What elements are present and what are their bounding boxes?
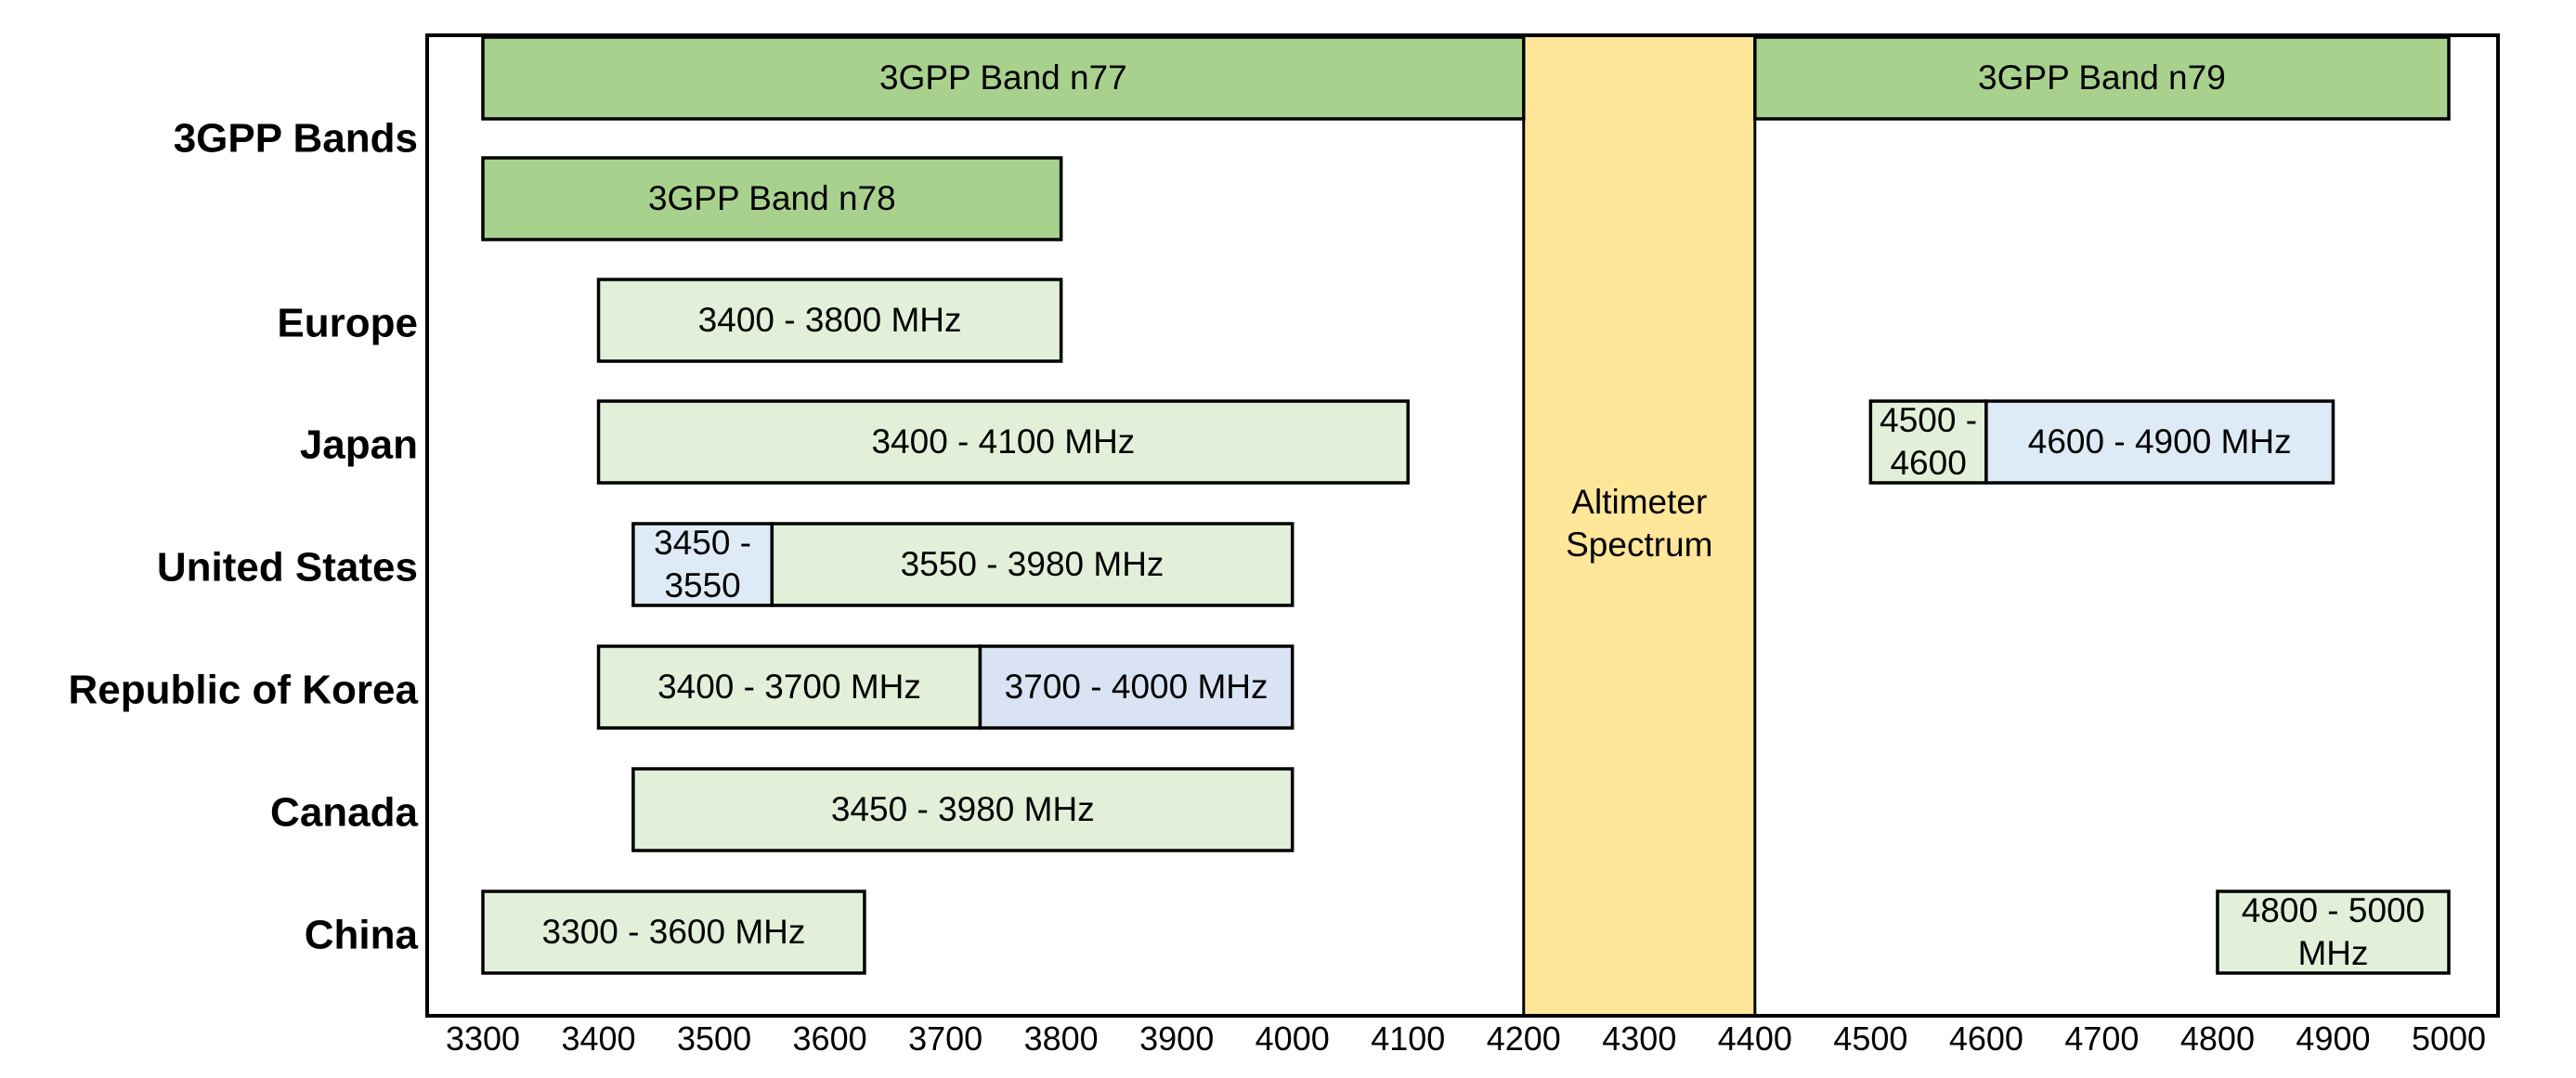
- x-tick-label-3300: 3300: [446, 1020, 520, 1058]
- row-label-japan: Japan: [300, 422, 418, 468]
- bar-label-us-3550-3980: 3550 - 3980 MHz: [901, 545, 1164, 583]
- bar-china-4800-5000: [2216, 890, 2451, 975]
- row-label-united-states: United States: [157, 545, 418, 591]
- bar-n78: [481, 156, 1063, 241]
- x-tick-label-4600: 4600: [1949, 1020, 2023, 1058]
- altimeter-highlight: Altimeter Spectrum: [1522, 33, 1757, 1018]
- bar-label-china-3300-3600: 3300 - 3600 MHz: [542, 913, 806, 951]
- label-line: 3300 - 3600 MHz: [542, 913, 806, 951]
- bar-label-japan-4600-4900: 4600 - 4900 MHz: [2028, 422, 2292, 461]
- label-line: 3400 - 4100 MHz: [871, 422, 1135, 461]
- bar-label-japan-4500-4600: 4500 - 4600: [1880, 401, 1977, 482]
- bar-europe-3400-3800: [596, 278, 1063, 363]
- bar-label-japan-3400-4100: 3400 - 4100 MHz: [871, 422, 1135, 461]
- bar-us-3450-3550: [631, 522, 774, 607]
- x-tick-label-3900: 3900: [1139, 1020, 1214, 1058]
- plot-frame: [425, 33, 2500, 1018]
- row-label-china: China: [305, 913, 419, 958]
- label-line: Altimeter: [1571, 483, 1707, 521]
- bar-label-korea-3700-4000: 3700 - 4000 MHz: [1005, 668, 1268, 706]
- bar-label-china-4800-5000: 4800 - 5000 MHz: [2242, 891, 2426, 972]
- bar-japan-4600-4900: [1984, 399, 2335, 485]
- bar-canada-3450-3980: [631, 767, 1295, 852]
- label-line: MHz: [2297, 934, 2368, 972]
- label-line: 3GPP Band n77: [879, 58, 1127, 97]
- label-line: 4600: [1890, 444, 1966, 482]
- label-line: 3400 - 3700 MHz: [657, 668, 921, 706]
- label-line: 3700 - 4000 MHz: [1005, 668, 1268, 706]
- bar-japan-4500-4600: [1868, 399, 1988, 485]
- label-line: 3550: [664, 566, 740, 604]
- x-tick-label-3500: 3500: [677, 1020, 751, 1058]
- x-axis-ticks: 3300 3400 3500 3600 3700 3800 3900 4000 4100 4200…: [446, 1020, 2486, 1058]
- bar-korea-3700-4000: [978, 644, 1295, 730]
- label-line: 4500 -: [1880, 401, 1977, 439]
- x-tick-label-5000: 5000: [2412, 1020, 2486, 1058]
- altimeter-spectrum-band: [1522, 33, 1757, 1018]
- label-line: 3450 -: [654, 524, 751, 562]
- row-label-republic-of-korea: Republic of Korea: [69, 668, 419, 713]
- x-tick-label-3800: 3800: [1024, 1020, 1099, 1058]
- label-line: Spectrum: [1566, 526, 1712, 564]
- bar-label-n77: 3GPP Band n77: [879, 58, 1127, 97]
- bar-japan-3400-4100: [596, 399, 1410, 485]
- row-labels: 3GPP Bands Europe Japan United States Republ…: [69, 116, 419, 958]
- row-label-canada: Canada: [270, 790, 418, 836]
- bars: 3GPP Band n77 3GPP Band n79 3GPP Band n78 3…: [481, 35, 2451, 975]
- row-label-3gpp-bands: 3GPP Bands: [174, 116, 418, 162]
- bar-china-3300-3600: [481, 890, 866, 975]
- label-line: 4800 - 5000: [2242, 891, 2426, 929]
- altimeter-spectrum-label: Altimeter Spectrum: [1566, 483, 1712, 564]
- bar-label-n79: 3GPP Band n79: [1978, 58, 2226, 97]
- x-tick-label-4200: 4200: [1487, 1020, 1561, 1058]
- x-tick-label-4000: 4000: [1255, 1020, 1330, 1058]
- bar-us-3550-3980: [770, 522, 1295, 607]
- bar-label-n78: 3GPP Band n78: [648, 179, 896, 217]
- bar-n77: [481, 35, 1526, 121]
- bar-label-canada-3450-3980: 3450 - 3980 MHz: [831, 790, 1095, 828]
- x-tick-label-3400: 3400: [561, 1020, 635, 1058]
- x-tick-label-3700: 3700: [908, 1020, 982, 1058]
- bar-label-europe-3400-3800: 3400 - 3800 MHz: [698, 301, 962, 339]
- label-line: 3GPP Band n78: [648, 179, 896, 217]
- label-line: 4600 - 4900 MHz: [2028, 422, 2292, 461]
- x-tick-label-4300: 4300: [1602, 1020, 1676, 1058]
- bar-label-korea-3400-3700: 3400 - 3700 MHz: [657, 668, 921, 706]
- x-tick-label-3600: 3600: [793, 1020, 867, 1058]
- bar-n79: [1753, 35, 2451, 121]
- x-tick-label-4700: 4700: [2064, 1020, 2139, 1058]
- label-line: 3450 - 3980 MHz: [831, 790, 1095, 828]
- x-tick-label-4900: 4900: [2296, 1020, 2370, 1058]
- x-tick-label-4100: 4100: [1371, 1020, 1445, 1058]
- x-tick-label-4800: 4800: [2180, 1020, 2255, 1058]
- label-line: 3GPP Band n79: [1978, 58, 2226, 97]
- x-tick-label-4400: 4400: [1718, 1020, 1792, 1058]
- bar-label-us-3450-3550: 3450 - 3550: [654, 524, 751, 604]
- label-line: 3400 - 3800 MHz: [698, 301, 962, 339]
- label-line: 3550 - 3980 MHz: [901, 545, 1164, 583]
- x-tick-label-4500: 4500: [1833, 1020, 1907, 1058]
- row-label-europe: Europe: [277, 301, 418, 346]
